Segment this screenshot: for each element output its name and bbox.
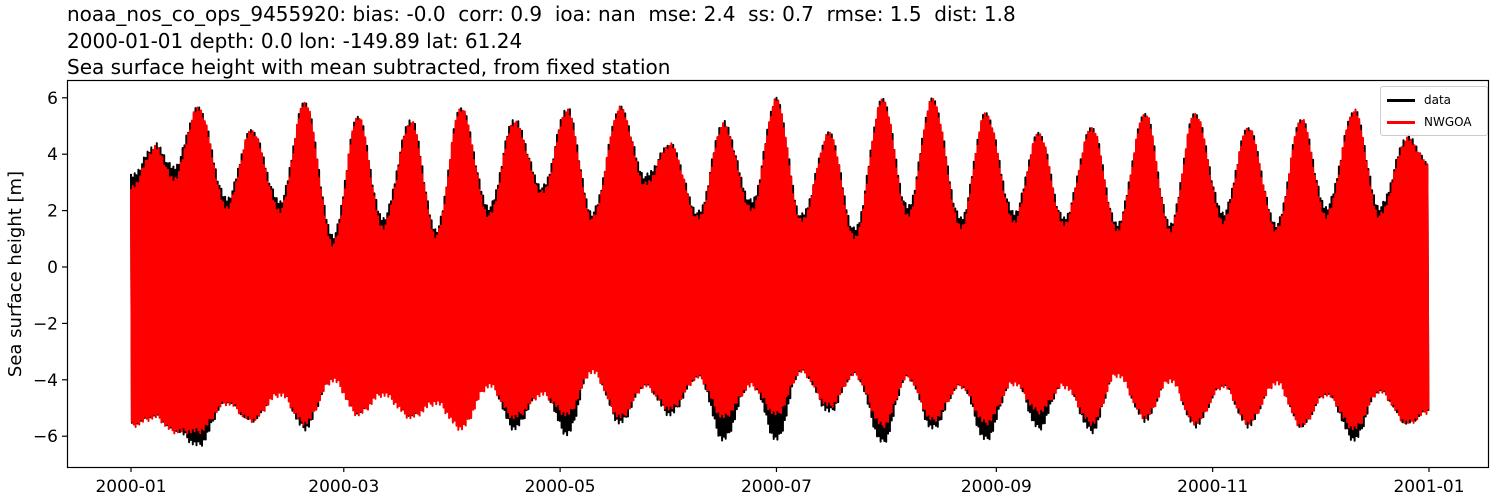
series-line-nwgoa [130, 98, 1430, 435]
x-tick-label: 2001-01 [1393, 477, 1464, 497]
y-tick-label: 4 [47, 145, 58, 165]
x-tick-label: 2000-01 [95, 477, 166, 497]
y-axis-ticks: −6 −4 −2 0 2 4 6 [33, 89, 67, 447]
legend-label-nwgoa: NWGOA [1424, 115, 1472, 129]
x-axis-ticks: 2000-01 2000-03 2000-05 2000-07 2000-09 2000-… [95, 467, 1465, 497]
y-tick-label: −4 [33, 371, 58, 391]
x-tick-label: 2000-03 [308, 477, 379, 497]
series-layer [130, 96, 1430, 447]
x-tick-label: 2000-09 [961, 477, 1032, 497]
y-tick-label: −2 [33, 314, 58, 334]
legend: data NWGOA [1380, 86, 1488, 136]
axes-frame [66, 79, 1490, 469]
y-tick-label: 0 [47, 258, 58, 278]
chart-title-description: Sea surface height with mean subtracted,… [67, 55, 671, 79]
legend-item-nwgoa: NWGOA [1387, 114, 1472, 130]
x-tick-label: 2000-11 [1177, 477, 1248, 497]
legend-label-data: data [1424, 93, 1452, 107]
legend-item-data: data [1387, 92, 1451, 108]
legend-line-data-icon [1387, 98, 1415, 102]
chart-title-stats: noaa_nos_co_ops_9455920: bias: -0.0 corr… [67, 2, 1016, 26]
x-tick-label: 2000-05 [525, 477, 596, 497]
y-tick-label: 6 [47, 89, 58, 109]
y-tick-label: −6 [33, 427, 58, 447]
legend-line-nwgoa-icon [1387, 120, 1415, 124]
chart-title-location: 2000-01-01 depth: 0.0 lon: -149.89 lat: … [67, 29, 523, 53]
y-tick-label: 2 [47, 202, 58, 222]
x-tick-label: 2000-07 [741, 477, 812, 497]
y-axis-label: Sea surface height [m] [5, 171, 26, 377]
